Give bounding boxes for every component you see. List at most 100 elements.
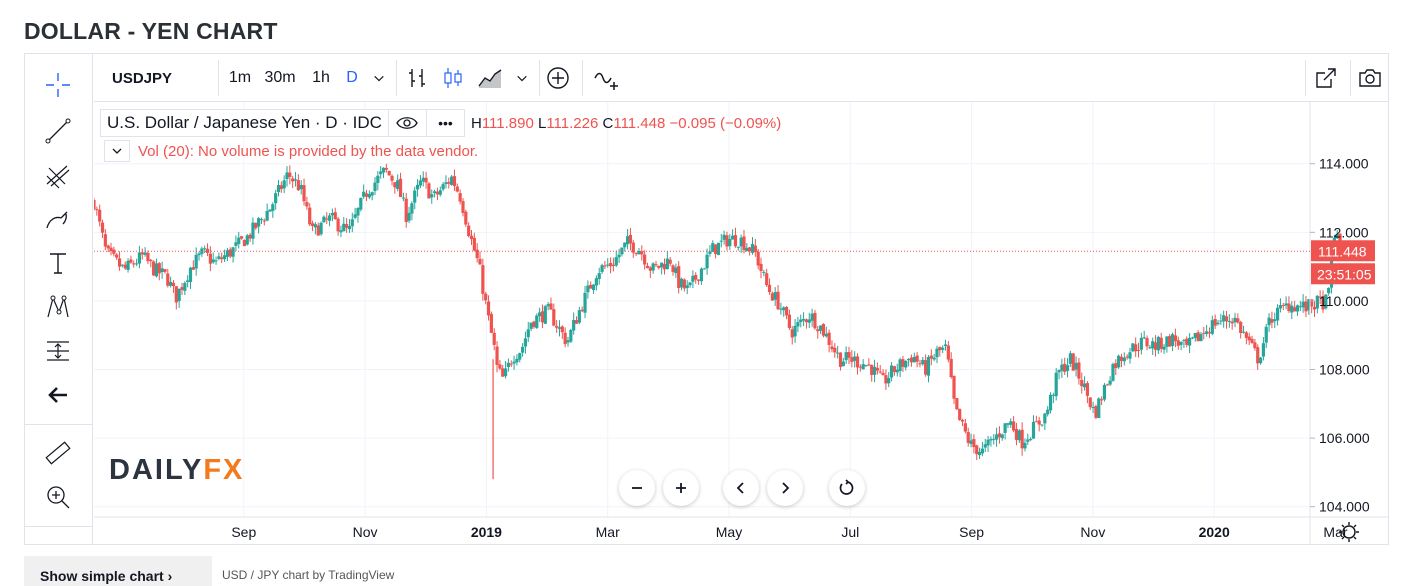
candle [1281,302,1285,311]
candle [1037,416,1041,432]
symbol-search-button[interactable]: USDJPY [111,69,173,87]
show-simple-chart-button[interactable]: Show simple chart › [24,556,212,586]
close-label: C [602,114,614,132]
candle [1256,344,1260,370]
x-tick-label: Nov [353,524,378,540]
interval-30m[interactable]: 30m [264,69,296,86]
snapshot-button[interactable] [1353,62,1387,94]
candle [134,258,139,267]
candle [716,242,721,256]
candle [1173,328,1178,348]
interval-1h[interactable]: 1h [312,69,330,86]
indicators-button[interactable] [589,62,623,94]
zoom-out-button[interactable] [619,470,655,506]
candle [481,258,485,301]
candle [506,358,510,372]
chart-type-dropdown[interactable] [510,62,534,94]
candle [915,352,919,368]
candle [285,166,289,187]
x-tick-label: Sep [231,524,256,540]
reset-chart-button[interactable] [829,470,865,506]
zoom-in-button[interactable] [663,470,699,506]
candle [1275,304,1280,326]
candle [1307,298,1311,315]
ruler-tool[interactable] [39,436,77,470]
candle [779,302,783,315]
candle [529,322,533,332]
candle [237,231,241,249]
candle [989,436,993,447]
candle [1009,418,1013,429]
more-options-button[interactable]: ••• [426,109,465,137]
chart-settings-button[interactable] [1339,522,1359,542]
interval-dropdown[interactable] [367,62,391,94]
candle [955,397,959,411]
candle [1100,396,1104,406]
candle [259,217,264,224]
candle [254,222,258,230]
candle [645,262,650,269]
scroll-left-button[interactable] [723,470,759,506]
crosshair-tool[interactable] [39,68,77,102]
candle [384,163,388,173]
open-new-window-button[interactable] [1309,62,1343,94]
candle [1122,352,1126,366]
price-chart[interactable]: 104.000 106.000 108.000 110.000 112.000 114.0… [94,102,1389,544]
candle-style-button[interactable] [437,62,469,94]
text-tool[interactable] [39,246,77,280]
candle [796,316,800,333]
candle [484,291,488,305]
candle [472,232,476,252]
candle [154,258,159,278]
area-style-button[interactable] [474,62,506,94]
prediction-tool[interactable] [39,334,77,368]
candle [943,339,948,351]
candle [909,354,914,367]
candle [1034,415,1038,423]
candle [870,364,874,382]
candle [370,191,374,201]
candle [651,262,655,274]
interval-d[interactable]: D [346,69,358,86]
brush-tool[interactable] [39,202,77,236]
chevron-right-icon [782,482,790,494]
candle [518,352,522,363]
toggle-visibility-button[interactable] [388,109,427,137]
reset-icon [839,479,854,495]
candle [293,172,298,187]
candle [143,247,147,257]
candle [305,196,309,210]
compare-symbol-button[interactable] [542,62,574,94]
hide-toolbar-button[interactable] [39,378,77,412]
trend-line-tool[interactable] [39,114,77,148]
collapse-legend-button[interactable] [104,140,130,162]
scroll-right-button[interactable] [767,470,803,506]
candle [1264,323,1268,349]
candle [566,336,570,347]
external-link-icon [1316,68,1336,88]
candle [572,312,576,335]
countdown-label: 23:51:05 [1317,266,1372,282]
candle [367,190,371,200]
candle [1227,313,1231,328]
x-tick-label: May [716,524,742,540]
candle [719,233,723,248]
pitchfork-icon [46,165,70,189]
candle [157,262,161,281]
zoom-tool[interactable] [39,480,77,514]
candle [234,235,238,252]
tradingview-widget: USDJPY 1m 30m 1h D [24,53,1389,545]
candle [1040,424,1044,427]
bar-style-button[interactable] [401,62,433,94]
candle [149,258,153,268]
fib-tool[interactable] [39,158,77,192]
candle [1278,298,1283,313]
candle [1321,290,1325,313]
pattern-tool[interactable] [39,290,77,324]
candle [614,250,618,267]
interval-1m[interactable]: 1m [228,69,252,86]
series-title[interactable]: U.S. Dollar / Japanese Yen · D · IDC [100,109,389,137]
chevron-down-icon [374,75,384,82]
candle [501,365,505,377]
candle [353,207,357,220]
